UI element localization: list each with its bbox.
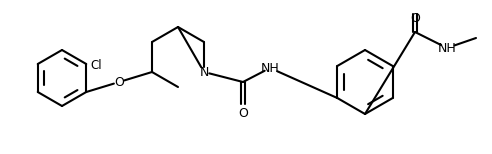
Text: O: O xyxy=(238,107,248,120)
Text: O: O xyxy=(114,75,124,89)
Text: NH: NH xyxy=(437,41,457,55)
Text: NH: NH xyxy=(261,61,279,75)
Text: Cl: Cl xyxy=(90,59,102,73)
Text: O: O xyxy=(410,12,420,25)
Text: N: N xyxy=(199,65,209,79)
